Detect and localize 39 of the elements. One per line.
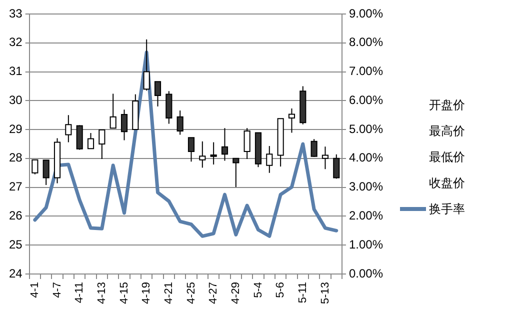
y-tick-label: 33 (8, 6, 23, 20)
x-tick-label: 4-15 (118, 282, 130, 304)
y2-tick-label: 5.00% (348, 122, 384, 136)
x-tick-label: 4-13 (96, 282, 108, 304)
y2-tick-label: 9.00% (348, 6, 384, 20)
text: 最高价 (429, 122, 465, 140)
y-tick-label: 30 (8, 92, 23, 107)
x-tick-label: 4-7 (51, 282, 64, 298)
x-tick-label: 4-19 (140, 282, 153, 304)
y2-tick-label: 1.00% (348, 237, 384, 252)
y-tick-label: 27 (8, 180, 23, 194)
y2-tick-label: 4.00% (348, 150, 384, 165)
text: 开盘价 (429, 96, 465, 114)
x-tick-label: 5-6 (274, 282, 287, 298)
legend-label: 换手率 (429, 200, 465, 218)
x-tick-label: 4-11 (74, 282, 86, 304)
x-tick-label: 4-25 (185, 282, 198, 304)
x-tick-label: 4-29 (230, 282, 242, 304)
y-tick-label: 25 (8, 237, 23, 252)
x-tick-label: 5-11 (296, 282, 309, 304)
y2-tick-label: 8.00% (348, 35, 384, 50)
y-tick-label: 29 (8, 122, 23, 136)
y-tick-label: 31 (8, 64, 23, 78)
x-tick-label: 4-21 (162, 282, 175, 304)
y2-tick-label: 7.00% (348, 64, 384, 78)
x-tick-label: 4-1 (28, 282, 41, 298)
text: 最低价 (429, 148, 465, 166)
y2-tick-label: 0.00% (348, 266, 384, 280)
y-tick-label: 28 (8, 150, 23, 165)
x-tick-label: 4-27 (208, 282, 220, 304)
y-tick-label: 32 (8, 35, 23, 50)
x-tick-label: 5-13 (319, 282, 332, 304)
x-tick-label: 5-4 (252, 282, 264, 298)
y2-tick-label: 3.00% (348, 180, 384, 194)
text: 收盘价 (429, 174, 465, 192)
y-tick-label: 26 (8, 208, 23, 223)
y2-tick-label: 6.00% (348, 92, 384, 107)
y-tick-label: 24 (8, 266, 23, 280)
y2-tick-label: 2.00% (348, 208, 384, 223)
